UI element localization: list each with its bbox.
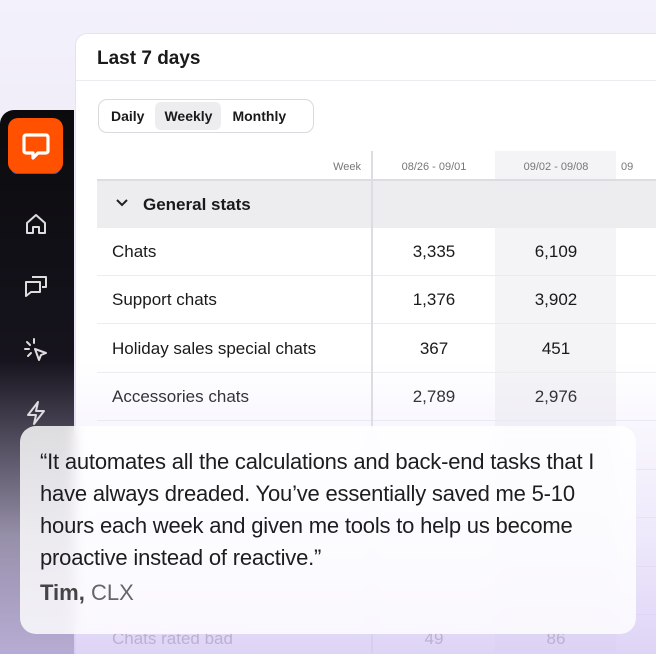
table-row: Holiday sales special chats 367 451 <box>97 325 656 373</box>
section-title: General stats <box>143 195 251 214</box>
cell: 6,109 <box>534 242 578 261</box>
column-header[interactable]: 09/02 - 09/08 <box>523 161 589 173</box>
row-label: Accessories chats <box>112 387 249 406</box>
table-header: Week 08/26 - 09/01 09/02 - 09/08 09 <box>97 151 656 181</box>
row-label: Chats <box>112 242 157 261</box>
row-label: Support chats <box>112 290 217 309</box>
cell: 2,789 <box>412 387 456 406</box>
author-name: Tim, <box>40 580 85 605</box>
section-general-stats[interactable]: General stats <box>97 181 373 228</box>
column-header[interactable]: 09 <box>621 161 634 173</box>
table-row: Accessories chats 2,789 2,976 <box>97 373 656 421</box>
section-row-fill <box>373 181 656 228</box>
tab-monthly[interactable]: Monthly <box>232 108 287 124</box>
testimonial-card: “It automates all the calculations and b… <box>20 426 636 634</box>
divider <box>76 80 656 81</box>
testimonial-author: Tim, CLX <box>40 580 616 606</box>
chat-logo-icon <box>21 132 50 160</box>
card-title: Last 7 days <box>97 48 201 69</box>
column-header[interactable]: 08/26 - 09/01 <box>401 161 467 173</box>
table-row: Support chats 1,376 3,902 <box>97 276 656 324</box>
tab-daily[interactable]: Daily <box>111 108 145 124</box>
row-label: Holiday sales special chats <box>112 339 317 358</box>
cell: 2,976 <box>534 387 578 406</box>
cell: 451 <box>541 339 571 358</box>
app-logo[interactable] <box>8 118 63 173</box>
cell: 3,335 <box>412 242 456 261</box>
testimonial-quote: “It automates all the calculations and b… <box>40 449 595 570</box>
week-label: Week <box>333 161 361 173</box>
period-toggle: Daily Weekly Monthly <box>98 99 314 133</box>
home-icon[interactable] <box>22 210 50 238</box>
lightning-icon[interactable] <box>22 399 50 427</box>
tab-weekly[interactable]: Weekly <box>155 102 222 130</box>
cell: 3,902 <box>534 290 578 309</box>
cell: 1,376 <box>412 290 456 309</box>
cell: 367 <box>419 339 449 358</box>
automation-icon[interactable] <box>22 336 50 364</box>
author-company: CLX <box>90 580 134 605</box>
table-row: Chats 3,335 6,109 <box>97 228 656 276</box>
chats-icon[interactable] <box>22 273 50 301</box>
chevron-down-icon <box>116 199 128 207</box>
